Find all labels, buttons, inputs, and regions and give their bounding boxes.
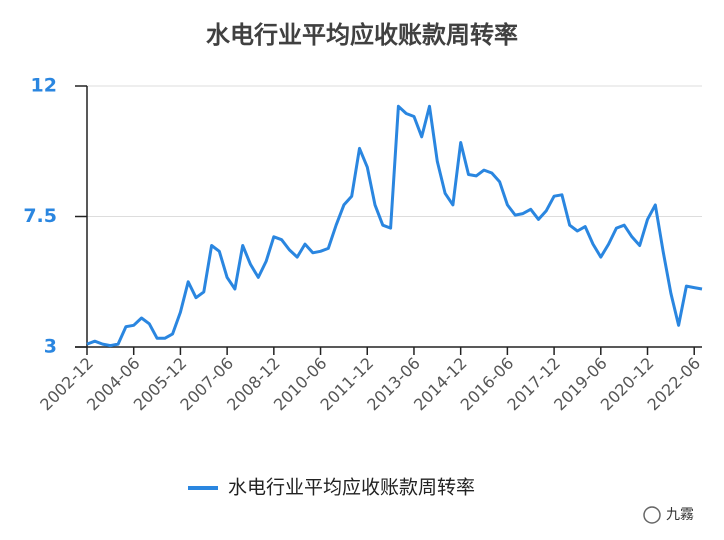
watermark-icon — [643, 506, 661, 524]
data-line — [86, 104, 703, 348]
legend-label: 水电行业平均应收账款周转率 — [228, 477, 475, 499]
chart-title: 水电行业平均应收账款周转率 — [206, 21, 518, 49]
y-tick-label: 12 — [31, 75, 57, 97]
y-tick-label: 3 — [44, 336, 57, 358]
y-tick-label: 7.5 — [23, 205, 57, 227]
watermark: 九霧 — [643, 506, 694, 524]
watermark-text: 九霧 — [666, 507, 694, 523]
